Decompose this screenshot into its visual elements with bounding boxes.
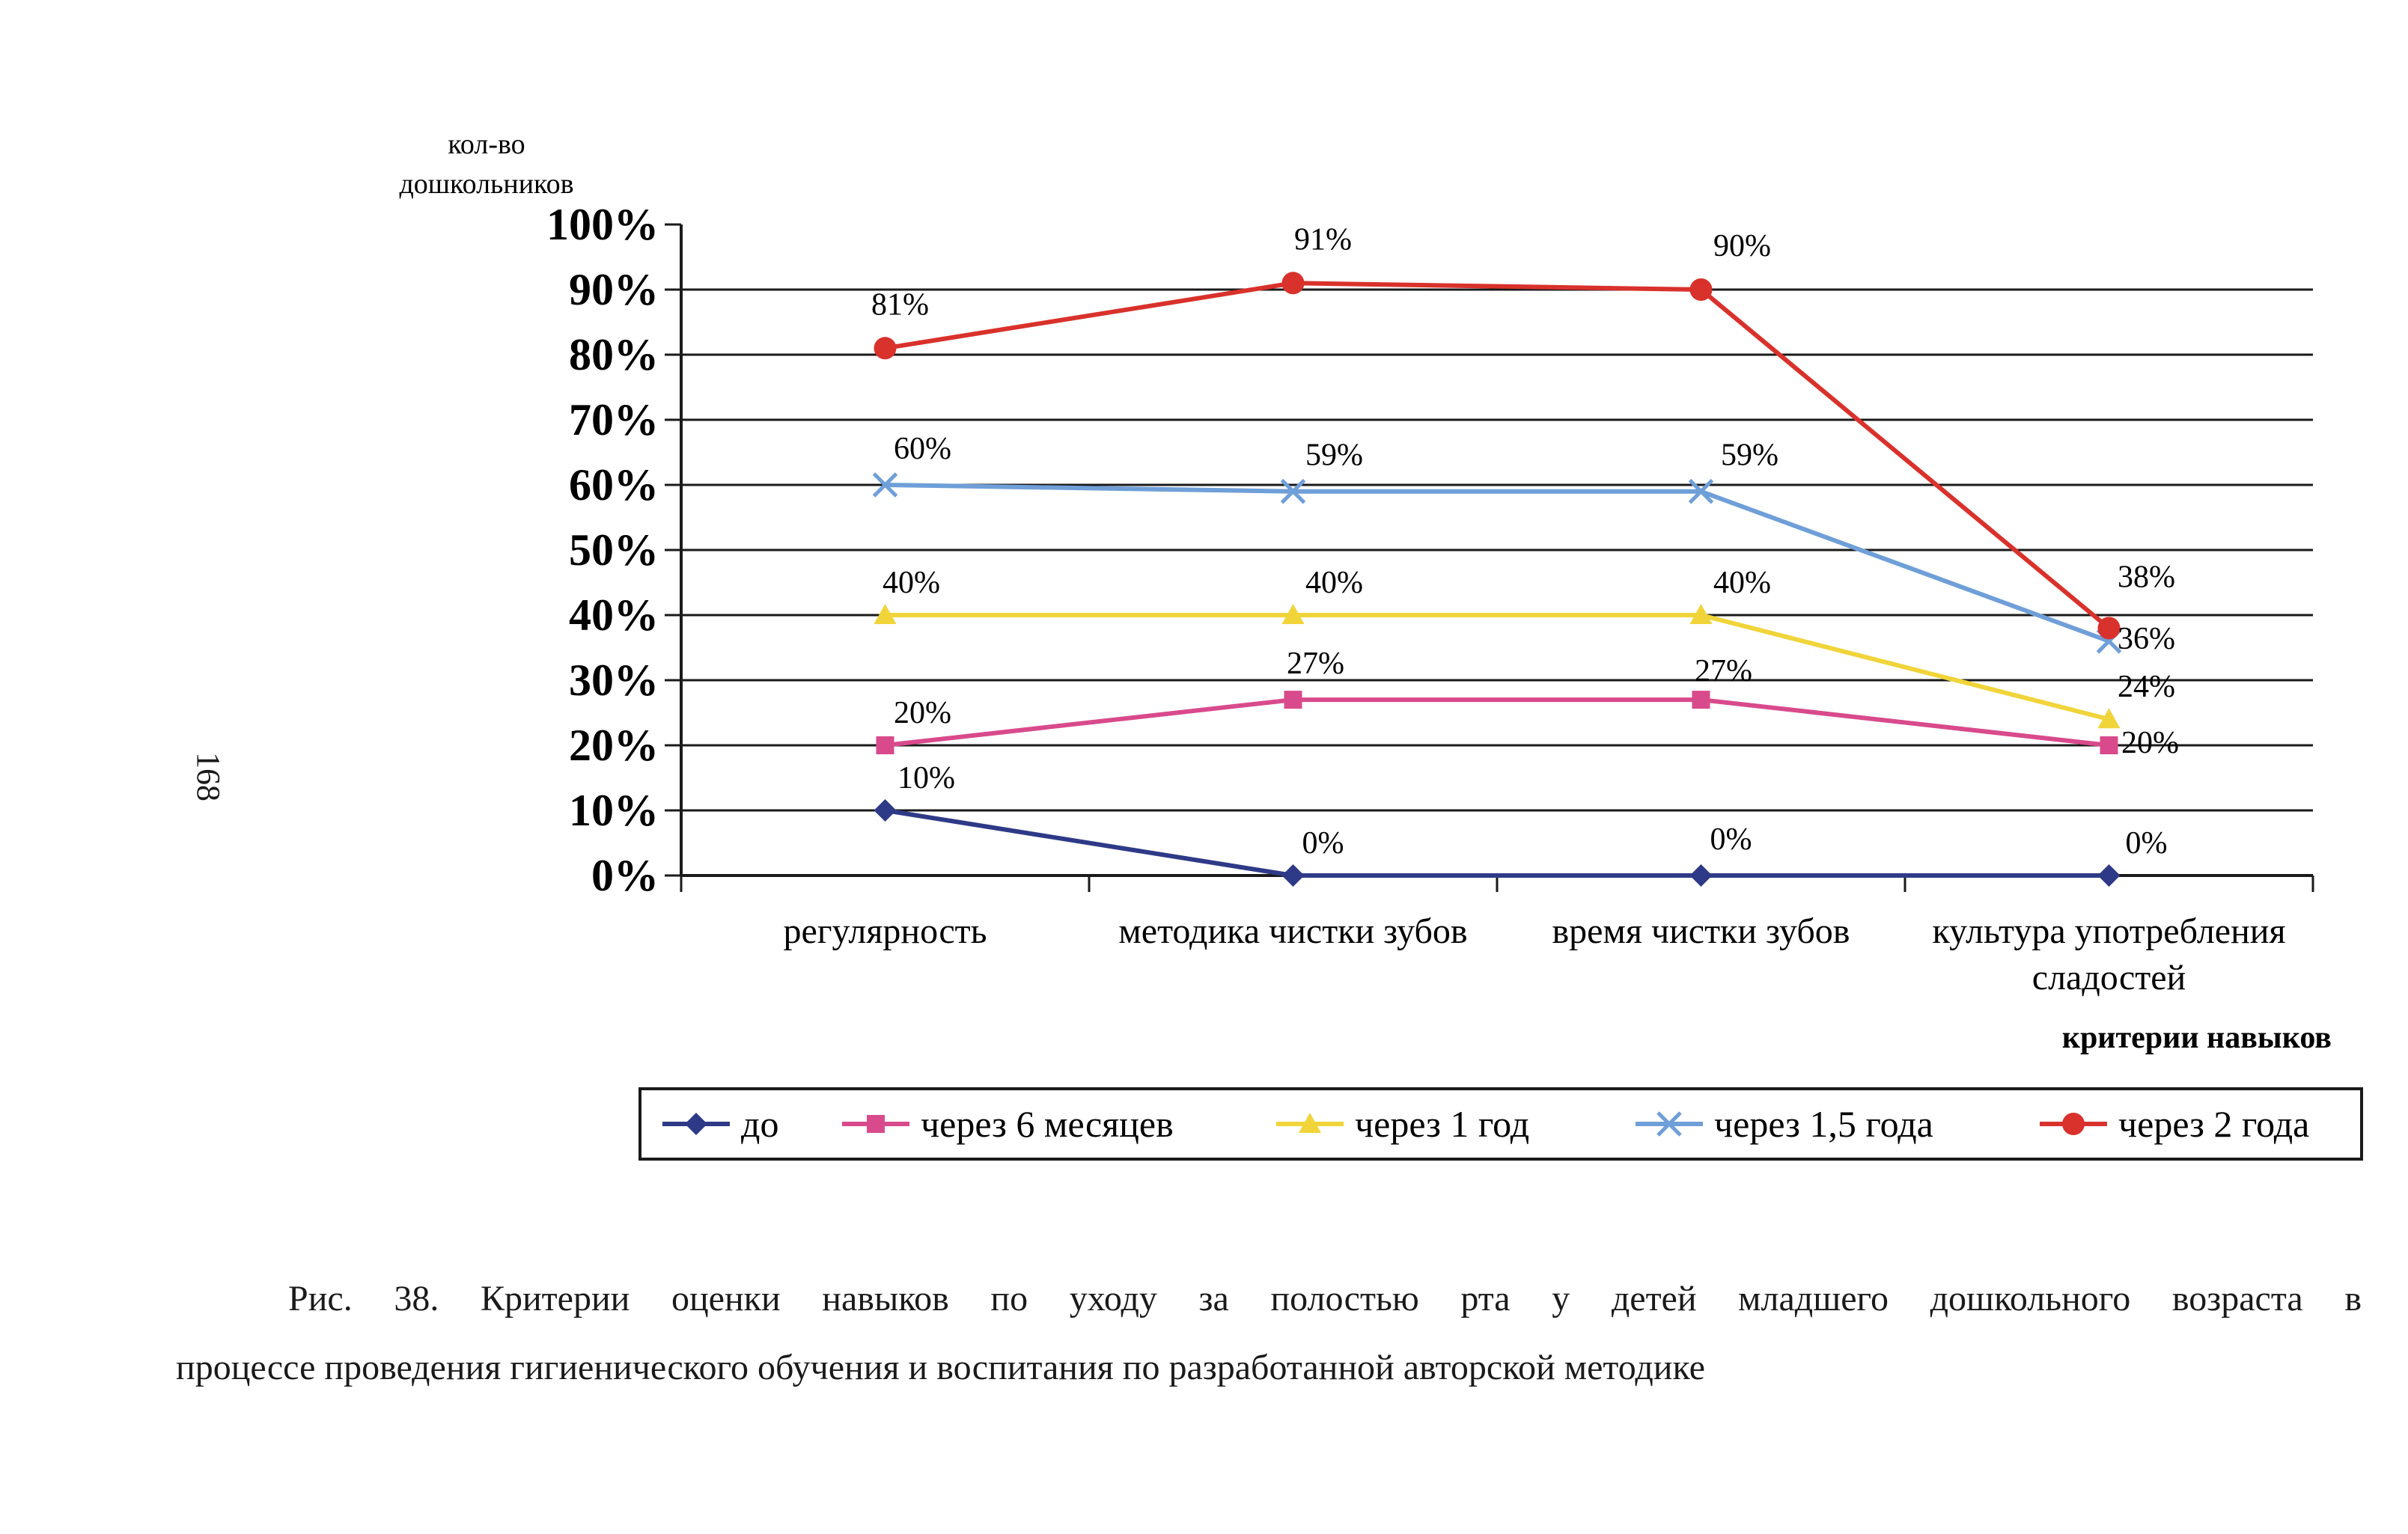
series-1 — [876, 691, 2118, 754]
series-3 — [872, 472, 2122, 654]
data-point — [1689, 864, 1713, 887]
axes: 0% 10% 20% 30% 40% 50% 60% 70% 80% 90% 100% регуляр… — [546, 200, 2314, 997]
data-point — [874, 604, 897, 624]
legend: до через 6 месяцев через 1 год через 1,5 го… — [638, 1087, 2363, 1161]
data-point — [2097, 617, 2121, 640]
data-label: 0% — [1710, 822, 1752, 857]
legend-item: через 2 года — [2040, 1103, 2309, 1145]
data-point — [874, 799, 897, 822]
y-tick-label: 0% — [591, 851, 659, 900]
data-point-stroke — [1688, 478, 1714, 504]
x-tick-label: культура употребления — [1932, 911, 2285, 951]
data-point — [1656, 1111, 1682, 1137]
legend-item: через 1,5 года — [1636, 1103, 1933, 1145]
data-label: 59% — [1721, 438, 1778, 473]
x-tick-label: регулярность — [784, 911, 987, 951]
x-tick-label: сладостей — [2032, 958, 2186, 997]
figure-caption: Рис. 38. Критерии оценки навыков по уход… — [176, 1265, 2362, 1402]
data-point — [1689, 604, 1713, 624]
data-label: 27% — [1287, 647, 1344, 681]
data-label: 60% — [894, 432, 951, 466]
data-point — [1692, 691, 1710, 709]
legend-label: до — [741, 1103, 778, 1145]
x-tick-label: время чистки зубов — [1552, 911, 1850, 951]
y-tick-label: 90% — [569, 265, 659, 314]
y-tick-label: 30% — [569, 656, 659, 705]
data-point — [872, 472, 898, 498]
series-line — [885, 808, 2109, 878]
x-tick-label: методика чистки зубов — [1118, 911, 1467, 951]
data-point — [1281, 604, 1305, 624]
data-point — [1689, 278, 1713, 301]
caption-line-2: процессе проведения гигиенического обуче… — [176, 1348, 1705, 1387]
data-label: 91% — [1294, 222, 1352, 257]
data-point — [874, 337, 897, 360]
data-point — [1280, 478, 1306, 504]
data-point — [685, 1113, 707, 1135]
legend-label: через 2 года — [2118, 1103, 2309, 1145]
data-label: 0% — [1302, 826, 1344, 861]
data-point-stroke — [1280, 478, 1306, 504]
y-tick-label: 60% — [569, 460, 659, 510]
legend-item: до — [662, 1103, 778, 1145]
data-point — [2097, 864, 2121, 887]
data-point — [867, 1115, 885, 1133]
data-label: 40% — [1713, 566, 1771, 600]
data-point — [876, 736, 894, 754]
data-point-stroke — [1656, 1111, 1682, 1137]
data-label: 59% — [1305, 438, 1363, 473]
legend-label: через 1,5 года — [1714, 1103, 1933, 1145]
data-point — [1299, 1113, 1321, 1133]
series-4 — [874, 272, 2121, 640]
y-tick-label: 10% — [569, 786, 659, 835]
data-label: 90% — [1713, 229, 1771, 263]
x-axis-title: критерии навыков — [2062, 1021, 2332, 1055]
y-tick-label: 100% — [546, 200, 659, 249]
series-0 — [874, 799, 2121, 887]
data-point — [2100, 736, 2118, 754]
data-point — [1281, 864, 1305, 887]
data-label: 81% — [871, 287, 929, 322]
legend-label: через 1 год — [1355, 1103, 1529, 1145]
data-label: 27% — [1695, 654, 1752, 688]
gridlines — [681, 288, 2313, 812]
data-point — [1284, 691, 1302, 709]
y-tick-label: 70% — [569, 395, 659, 444]
data-label: 10% — [897, 761, 955, 795]
data-point — [2062, 1113, 2085, 1135]
series-group — [872, 272, 2122, 887]
data-labels: 10% 0% 0% 0% 20% 27% 27% 20% 40% 40% 40% 24% 60% 59% 5… — [871, 222, 2179, 861]
data-label: 20% — [2121, 726, 2179, 760]
y-tick-label: 50% — [569, 525, 659, 575]
y-tick-label: 80% — [569, 330, 659, 379]
series-line — [885, 281, 2111, 630]
series-line — [885, 483, 2110, 644]
series-line — [885, 697, 2109, 748]
caption-line-1: Рис. 38. Критерии оценки навыков по уход… — [288, 1279, 2362, 1318]
y-tick-label: 20% — [569, 721, 659, 770]
data-label: 40% — [1305, 566, 1363, 600]
data-point-stroke — [872, 472, 898, 498]
line-chart: кол-во дошкольников критерии навыков 0%1… — [399, 129, 2363, 1161]
legend-item: через 1 год — [1276, 1103, 1529, 1145]
y-tick-label: 40% — [569, 590, 659, 640]
data-label: 38% — [2118, 560, 2175, 594]
data-label: 20% — [894, 696, 951, 730]
data-label: 36% — [2118, 622, 2175, 656]
data-label: 24% — [2118, 670, 2175, 704]
legend-item: через 6 месяцев — [842, 1103, 1174, 1145]
series-2 — [874, 604, 2121, 729]
data-point — [2097, 708, 2121, 729]
y-axis-title-line1: кол-во — [448, 129, 525, 160]
y-axis-title-line2: дошкольников — [399, 168, 573, 200]
data-label: 0% — [2126, 826, 2168, 861]
legend-label: через 6 месяцев — [921, 1103, 1174, 1145]
data-point — [1281, 272, 1305, 295]
data-label: 40% — [883, 566, 940, 600]
series-line — [885, 613, 2110, 722]
data-point — [1688, 478, 1714, 504]
